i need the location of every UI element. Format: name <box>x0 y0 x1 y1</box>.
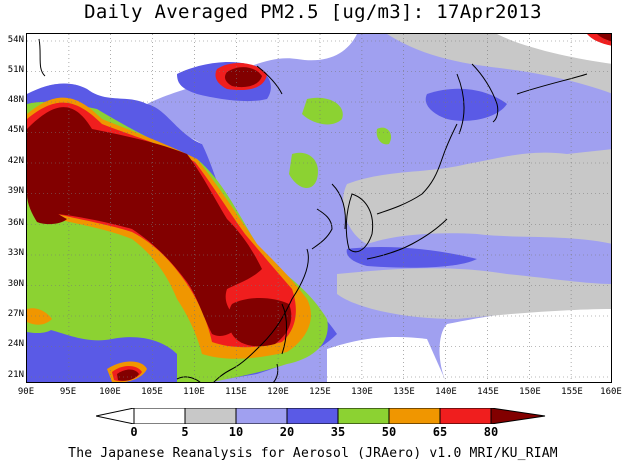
lon-label: 135E <box>393 387 415 397</box>
green-spot-korea <box>376 127 392 145</box>
colorbar-segment-6 <box>388 408 441 424</box>
dark-red-southwest <box>117 369 139 381</box>
clean-air-southeast <box>439 307 611 382</box>
map-title: Daily Averaged PM2.5 [ug/m3]: 17Apr2013 <box>84 1 542 23</box>
colorbar-segment-4 <box>286 408 339 424</box>
lon-label: 160E <box>600 387 622 397</box>
orange-west-patch <box>27 308 52 325</box>
lat-label: 33N <box>7 248 24 258</box>
colorbar <box>96 408 546 424</box>
lon-label: 155E <box>561 387 583 397</box>
clean-air-south-pacific <box>327 337 447 382</box>
clean-air-northeast <box>497 34 611 64</box>
colorbar-label: 35 <box>330 425 346 439</box>
lon-label: 130E <box>351 387 373 397</box>
green-manchuria <box>302 97 343 125</box>
dark-red-south-china <box>228 298 292 347</box>
footer-credit: The Japanese Reanalysis for Aerosol (JRA… <box>68 446 558 461</box>
lon-label: 120E <box>267 387 289 397</box>
colorbar-segment-0 <box>96 408 135 424</box>
lon-label: 140E <box>435 387 457 397</box>
colorbar-label: 5 <box>181 425 189 439</box>
gray-pacific-band <box>337 268 611 319</box>
colorbar-label: 80 <box>483 425 499 439</box>
colorbar-label: 20 <box>279 425 295 439</box>
lat-label: 30N <box>7 279 24 289</box>
lat-label: 45N <box>7 125 24 135</box>
colorbar-segment-1 <box>133 408 186 424</box>
lon-label: 145E <box>477 387 499 397</box>
lat-label: 27N <box>7 309 24 319</box>
colorbar-segment-3 <box>235 408 288 424</box>
lat-label: 21N <box>7 370 24 380</box>
green-north-china <box>289 152 318 189</box>
colorbar-label: 10 <box>228 425 244 439</box>
dark-red-core <box>27 107 262 336</box>
colorbar-segment-7 <box>439 408 492 424</box>
lon-label: 110E <box>183 387 205 397</box>
pm25-map <box>26 33 612 383</box>
lon-label: 125E <box>309 387 331 397</box>
lat-label: 51N <box>7 65 24 75</box>
colorbar-label: 0 <box>130 425 138 439</box>
colorbar-label: 50 <box>381 425 397 439</box>
lat-label: 39N <box>7 186 24 196</box>
lat-label: 54N <box>7 35 24 45</box>
lon-label: 100E <box>99 387 121 397</box>
lon-label: 90E <box>17 387 35 397</box>
dark-red-northeast <box>597 34 611 42</box>
coastlines <box>38 38 588 382</box>
lat-label: 42N <box>7 156 24 166</box>
lon-label: 95E <box>59 387 77 397</box>
dark-red-north <box>224 67 262 88</box>
colorbar-segment-2 <box>184 408 237 424</box>
dark-blue-sakhalin <box>425 88 507 121</box>
dark-blue-pacific-streak <box>346 247 477 268</box>
lat-label: 48N <box>7 95 24 105</box>
colorbar-segment-5 <box>337 408 390 424</box>
colorbar-segment-8 <box>490 408 546 424</box>
gray-japan-band <box>343 149 611 244</box>
lat-label: 36N <box>7 218 24 228</box>
lon-label: 150E <box>519 387 541 397</box>
colorbar-label: 65 <box>432 425 448 439</box>
dark-red-west-lobe <box>27 184 67 225</box>
grid-lines <box>27 34 611 382</box>
lon-label: 115E <box>225 387 247 397</box>
lon-label: 105E <box>141 387 163 397</box>
lat-label: 24N <box>7 339 24 349</box>
